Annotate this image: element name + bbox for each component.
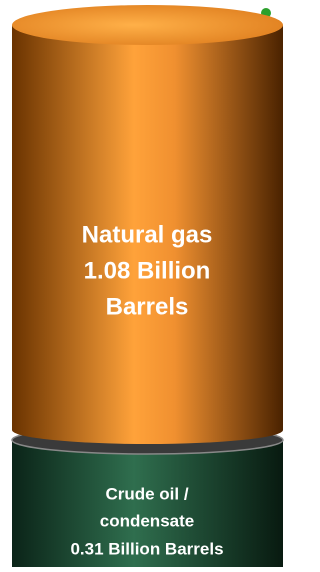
label: Barrels <box>106 293 189 320</box>
label: 0.31 Billion Barrels <box>70 539 223 558</box>
label: Natural gas <box>82 221 213 248</box>
cylinder-top <box>12 5 283 45</box>
label: Crude oil / <box>105 484 188 503</box>
label: condensate <box>100 511 194 530</box>
label: 1.08 Billion <box>84 257 211 284</box>
cylinder-diagram: Natural gas 1.08 Billion Barrels Crude o… <box>0 0 295 567</box>
